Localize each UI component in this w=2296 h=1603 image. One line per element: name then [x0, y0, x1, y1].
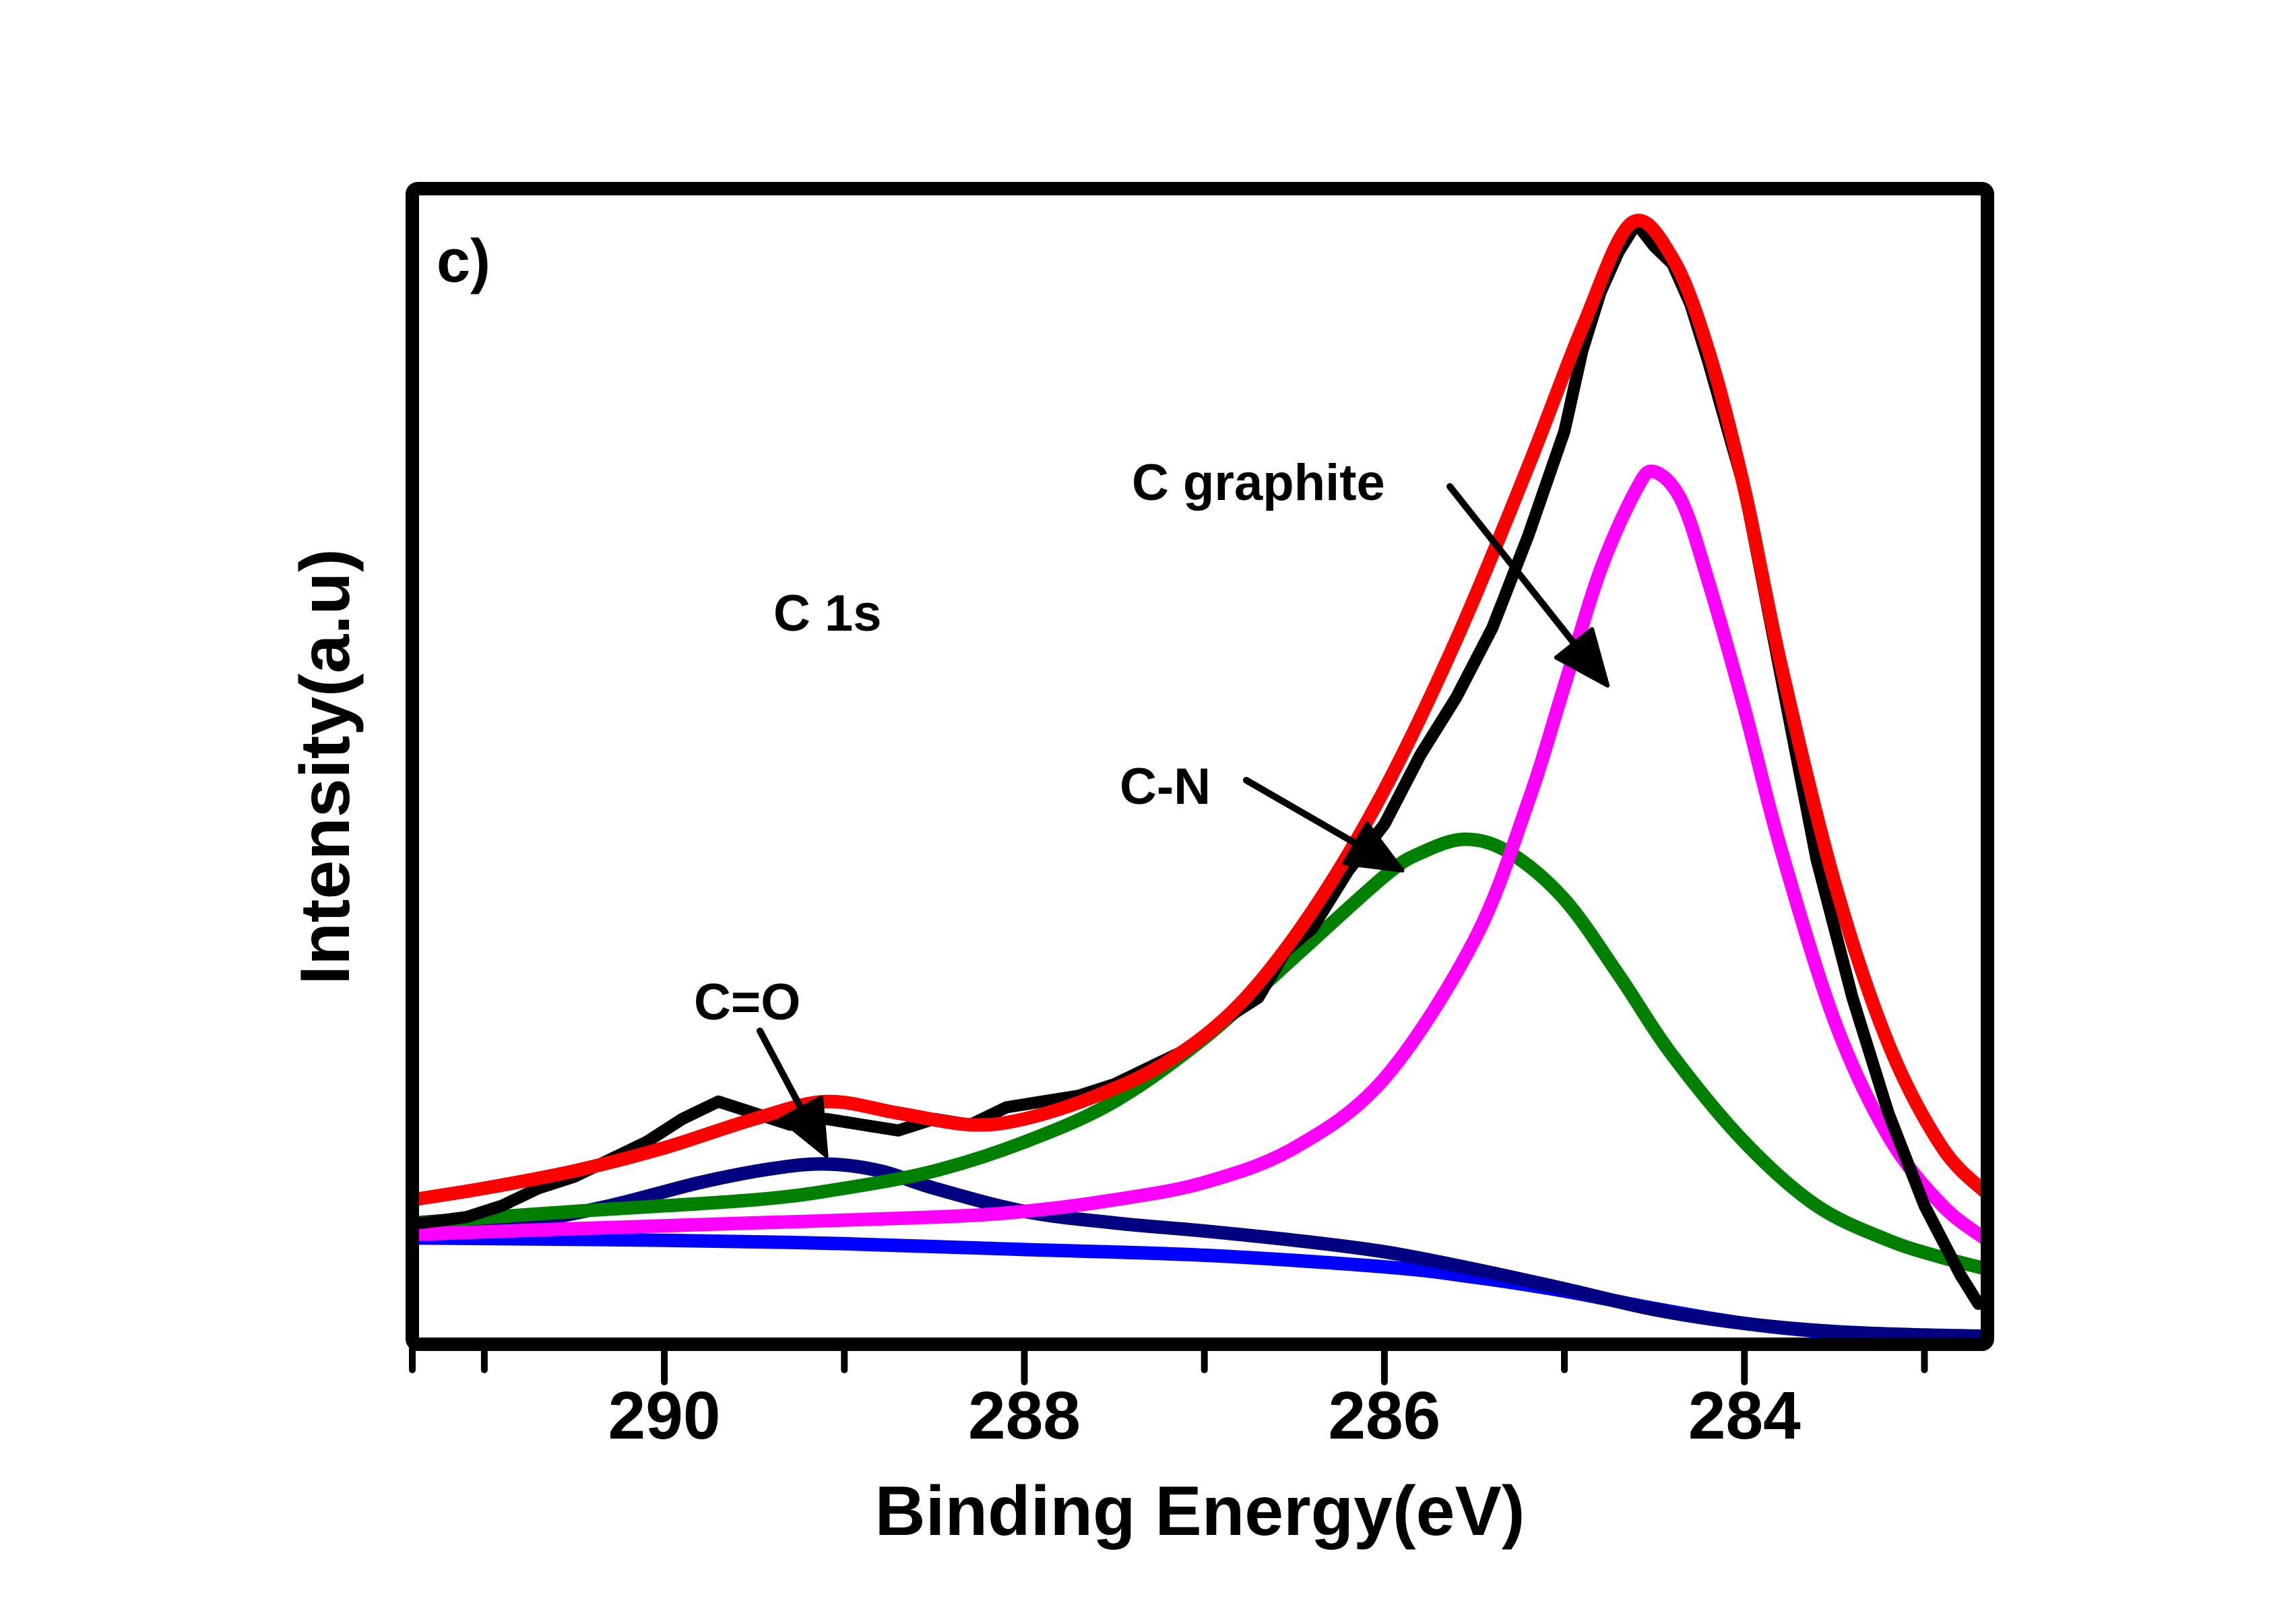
arrow-c-o: [757, 1028, 829, 1158]
series-line-c-n: [415, 832, 1985, 1276]
annotation-label-c-o: C=O: [694, 974, 800, 1031]
series-layer: [415, 214, 1985, 1342]
x-tick-label: 286: [1328, 1378, 1440, 1453]
arrow-c-graphite: [1446, 483, 1610, 688]
x-tick-label: 290: [608, 1378, 721, 1453]
x-tick-labels: 290 288 286 284: [608, 1378, 1801, 1453]
annotation-label-c-graphite: C graphite: [1132, 454, 1385, 511]
series-line-envelope: [415, 214, 1985, 1207]
series-line-c-graphite: [415, 464, 1985, 1247]
plot-frame: [406, 182, 1994, 1351]
arrow-c-n: [1243, 777, 1405, 873]
annotation-label-c-n: C-N: [1120, 758, 1211, 815]
x-axis-title: Binding Energy(eV): [875, 1472, 1525, 1550]
chart-title: C 1s: [773, 585, 882, 642]
y-axis-title: Intensity(a.u): [286, 548, 364, 984]
x-tick-label: 288: [968, 1378, 1081, 1453]
panel-label: c): [437, 228, 490, 295]
x-axis-ticks: [409, 1341, 1928, 1385]
series-line-c-o: [415, 1157, 1985, 1342]
x-tick-label: 284: [1688, 1378, 1801, 1453]
annotation-arrows: [757, 483, 1610, 1158]
